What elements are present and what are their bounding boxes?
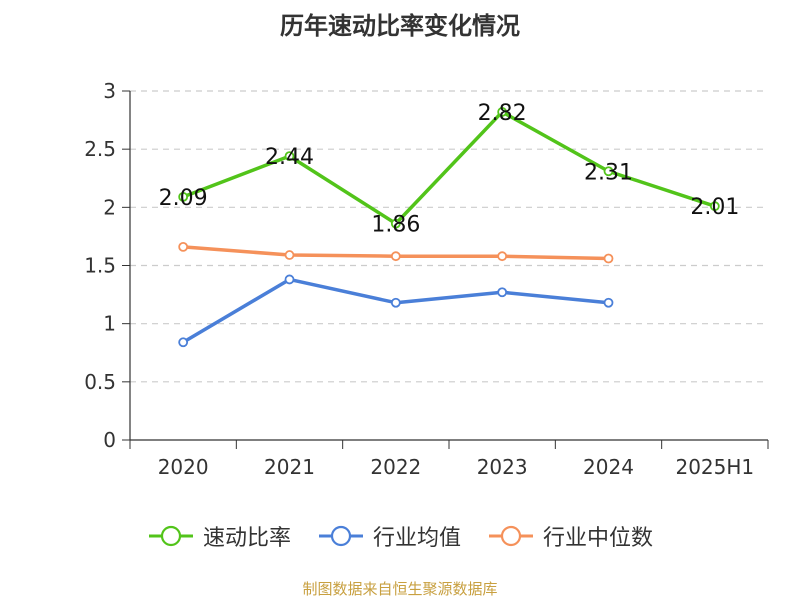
legend-label: 行业均值 — [372, 526, 461, 551]
x-tick-label: 2023 — [477, 455, 528, 479]
y-tick-label: 0 — [103, 428, 116, 452]
y-tick-label: 1 — [103, 312, 116, 336]
legend-swatch-marker — [500, 525, 522, 547]
legend-swatch-marker — [330, 525, 352, 547]
data-point — [178, 337, 189, 348]
legend-label: 行业中位数 — [543, 526, 654, 551]
y-tick-label: 1.5 — [84, 254, 116, 278]
data-point — [709, 201, 720, 212]
data-point — [603, 166, 614, 177]
data-point — [178, 191, 189, 202]
data-source-note: 制图数据来自恒生聚源数据库 — [302, 580, 498, 598]
data-label: 2.82 — [478, 101, 527, 126]
y-tick-label: 3 — [103, 79, 116, 103]
data-point — [284, 250, 295, 260]
series-line — [182, 277, 609, 344]
x-tick-label: 2020 — [158, 455, 209, 479]
data-label: 2.44 — [265, 145, 314, 170]
legend-item[interactable]: 速动比率 — [147, 520, 291, 552]
data-point — [178, 241, 189, 252]
series-line — [182, 110, 716, 226]
data-label: 2.01 — [690, 195, 739, 220]
data-point — [390, 218, 401, 229]
data-label: 2.09 — [159, 186, 208, 211]
data-point — [390, 297, 401, 308]
data-point — [390, 251, 401, 262]
data-point — [497, 287, 508, 298]
x-tick-label: 2021 — [264, 455, 315, 479]
legend-item[interactable]: 行业中位数 — [487, 520, 653, 552]
data-point — [603, 253, 614, 264]
data-point — [284, 151, 295, 162]
legend-swatch — [318, 525, 363, 547]
legend-item[interactable]: 行业均值 — [317, 520, 461, 552]
legend-swatch — [148, 525, 193, 547]
y-tick-label: 0.5 — [84, 370, 116, 394]
data-point — [603, 297, 614, 308]
x-tick-label: 2025H1 — [675, 455, 754, 479]
legend-swatch — [489, 525, 533, 547]
x-tick-label: 2024 — [583, 455, 634, 479]
chart-title: 历年速动比率变化情况 — [280, 12, 520, 40]
data-point — [497, 107, 508, 117]
data-label: 2.31 — [584, 160, 633, 185]
data-label: 1.86 — [371, 213, 420, 238]
x-tick-label: 2022 — [370, 455, 421, 479]
y-tick-label: 2 — [103, 195, 116, 219]
legend-label: 速动比率 — [202, 526, 291, 551]
legend: 速动比率 行业均值 行业中位数 — [0, 520, 800, 552]
legend-swatch-marker — [160, 525, 182, 547]
y-tick-label: 2.5 — [84, 137, 116, 161]
data-point — [284, 274, 295, 285]
data-point — [497, 251, 508, 262]
